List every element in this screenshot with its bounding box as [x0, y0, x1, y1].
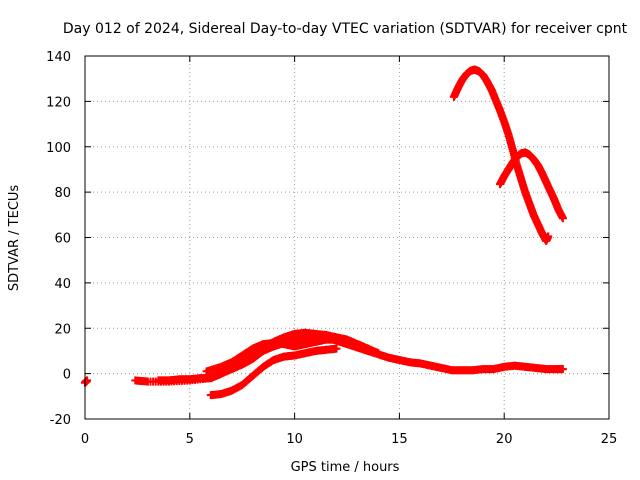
ticks-layer: 0 5 10 15 20 25 -20 0 20 40 60 80 100 120 140	[46, 50, 617, 447]
series-layer	[81, 65, 567, 400]
data-point-marker	[374, 349, 383, 358]
chart-title: Day 012 of 2024, Sidereal Day-to-day VTE…	[63, 21, 628, 37]
data-point-marker	[544, 232, 553, 241]
x-tick-label: 20	[496, 432, 513, 447]
x-tick-label: 0	[81, 432, 89, 447]
y-tick-label: 100	[46, 141, 71, 156]
data-point-marker	[83, 376, 92, 385]
x-tick-label: 25	[601, 432, 618, 447]
series-track-g	[496, 148, 567, 223]
y-tick-label: 80	[54, 186, 71, 201]
series-track-e	[206, 344, 341, 400]
y-tick-label: 140	[46, 50, 71, 65]
y-tick-label: 60	[54, 232, 71, 247]
y-tick-label: 20	[54, 322, 71, 337]
data-point-marker	[363, 344, 372, 353]
data-point-marker	[558, 214, 567, 223]
y-tick-label: -20	[50, 413, 71, 428]
series-track-f	[449, 65, 553, 245]
series-track-d	[202, 335, 372, 376]
y-tick-label: 0	[63, 368, 71, 383]
y-axis-label: SDTVAR / TECUs	[7, 185, 22, 292]
x-axis-label: GPS time / hours	[291, 460, 400, 475]
x-tick-label: 10	[286, 432, 303, 447]
y-tick-label: 40	[54, 277, 71, 292]
x-tick-label: 5	[186, 432, 194, 447]
data-point-marker	[558, 365, 567, 374]
x-tick-label: 15	[391, 432, 408, 447]
data-point-marker	[332, 344, 341, 353]
y-tick-label: 120	[46, 95, 71, 110]
